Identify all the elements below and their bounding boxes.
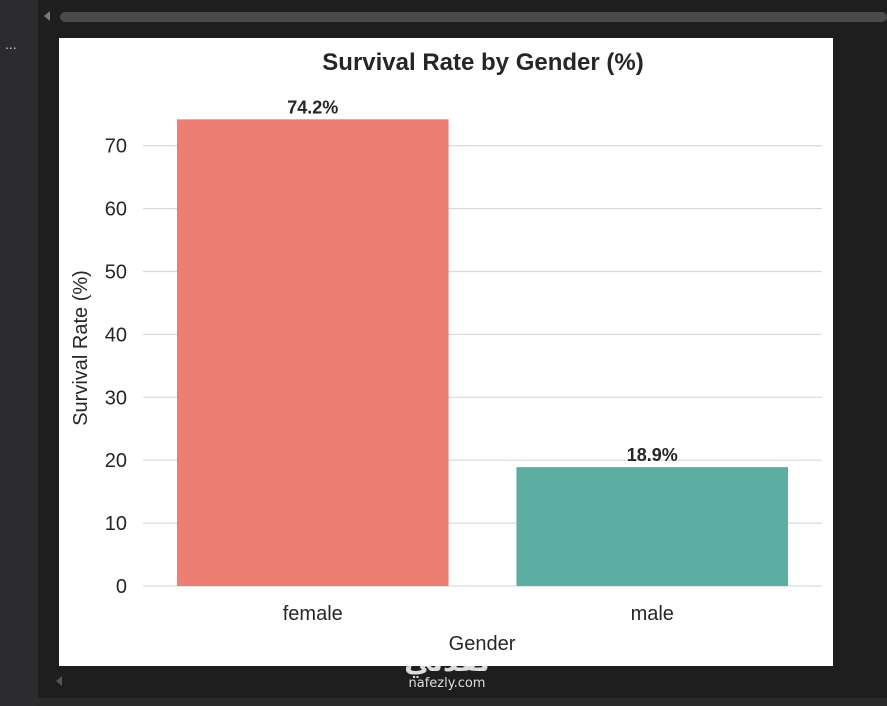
y-tick-label: 30 <box>105 387 127 409</box>
x-tick-label-female: female <box>283 603 343 625</box>
y-tick-label: 40 <box>105 324 127 346</box>
chart-title: Survival Rate by Gender (%) <box>322 49 643 76</box>
watermark-latin: nafezly.com <box>408 676 486 691</box>
chart-output: 74.2% 18.9% 0 10 20 30 40 50 60 70 female male Su… <box>59 38 833 666</box>
editor-gutter: ... <box>0 0 38 706</box>
y-tick-label: 60 <box>105 199 127 221</box>
bottom-bar <box>38 698 887 706</box>
scroll-left-arrow-icon[interactable] <box>44 11 50 21</box>
watermark-arabic: نفذلي <box>404 645 490 678</box>
bars <box>176 119 789 587</box>
bar-female <box>176 119 449 587</box>
y-tick-label: 10 <box>105 513 127 535</box>
bar-chart: 74.2% 18.9% 0 10 20 30 40 50 60 70 female male Su… <box>70 49 822 655</box>
x-tick-label-male: male <box>631 603 674 625</box>
x-axis-label: Gender <box>449 633 516 655</box>
horizontal-scrollbar[interactable] <box>60 12 887 22</box>
y-axis-label: Survival Rate (%) <box>70 270 92 426</box>
y-tick-label: 70 <box>105 136 127 158</box>
scroll-left-arrow-icon-bottom[interactable] <box>56 676 62 686</box>
y-tick-label: 20 <box>105 450 127 472</box>
x-tick-labels: female male <box>283 603 674 625</box>
bar-male <box>516 467 789 586</box>
data-label-female: 74.2% <box>287 97 338 117</box>
more-options-icon[interactable]: ... <box>5 36 17 52</box>
watermark: نفذلي nafezly.com <box>392 648 502 692</box>
data-labels: 74.2% 18.9% <box>287 97 678 465</box>
y-tick-label: 50 <box>105 262 127 284</box>
y-tick-label: 0 <box>116 576 127 598</box>
y-tick-labels: 0 10 20 30 40 50 60 70 <box>105 136 127 598</box>
data-label-male: 18.9% <box>627 445 678 465</box>
